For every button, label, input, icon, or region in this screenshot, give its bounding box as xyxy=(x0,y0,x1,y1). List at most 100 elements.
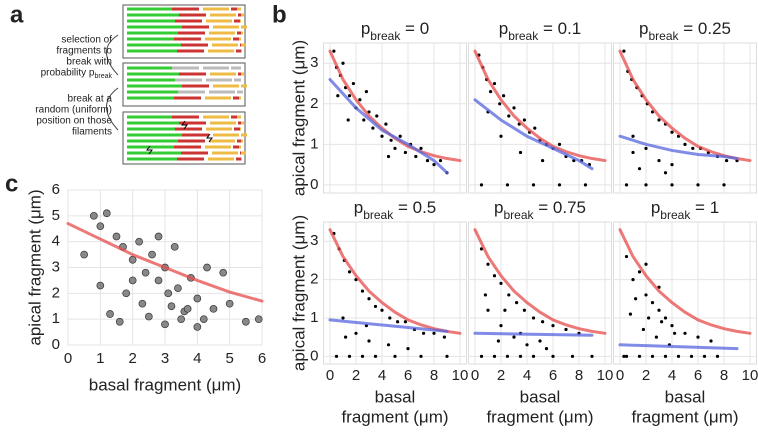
point xyxy=(637,270,642,274)
point xyxy=(725,158,729,163)
point xyxy=(403,150,407,155)
point xyxy=(386,343,391,347)
point xyxy=(479,354,484,358)
point xyxy=(663,354,668,358)
point xyxy=(154,232,163,241)
panel-label: a xyxy=(10,1,24,28)
point xyxy=(522,308,527,312)
point xyxy=(499,134,503,138)
break-mark xyxy=(206,133,213,143)
point xyxy=(225,299,234,308)
point xyxy=(492,81,497,86)
x-tick-label: 5 xyxy=(225,350,233,367)
y-tick-label: 3 xyxy=(52,258,60,275)
point xyxy=(351,81,355,86)
point xyxy=(419,354,423,358)
point xyxy=(254,315,263,324)
point xyxy=(347,94,352,98)
point xyxy=(112,232,121,241)
point xyxy=(650,300,655,305)
title-rest: = 0 xyxy=(400,19,429,38)
point xyxy=(209,304,218,313)
point xyxy=(144,312,153,321)
x-axis-label: fragment (μm) xyxy=(341,407,448,426)
break-mark xyxy=(146,145,153,155)
x-tick-label: 4 xyxy=(193,350,201,367)
note: break at a xyxy=(68,94,113,105)
y-axis-label: apical fragment (μm) xyxy=(289,215,308,371)
x-tick-label: 0 xyxy=(326,367,334,384)
point xyxy=(398,134,402,138)
point xyxy=(498,102,502,106)
point xyxy=(502,94,506,98)
break-mark xyxy=(181,120,188,130)
point xyxy=(122,289,131,298)
x-axis-label: fragment (μm) xyxy=(631,407,738,426)
point xyxy=(396,320,400,324)
point xyxy=(590,354,594,358)
x-axis-label: basal xyxy=(520,387,561,406)
point xyxy=(663,316,668,320)
x-tick-label: 6 xyxy=(694,367,702,384)
point xyxy=(177,315,186,324)
point xyxy=(518,150,523,155)
point xyxy=(358,98,362,102)
fit-red xyxy=(66,222,264,303)
title-sub: break xyxy=(503,208,534,222)
point xyxy=(479,183,484,187)
y-tick-label: 0 xyxy=(52,336,60,353)
note: position on those xyxy=(36,116,112,127)
note: fragments to xyxy=(56,46,112,57)
point xyxy=(722,183,726,187)
point xyxy=(193,323,202,331)
point xyxy=(422,331,426,335)
x-axis-label: basal xyxy=(665,387,706,406)
point xyxy=(670,324,674,328)
title-rest: = 0.1 xyxy=(538,19,581,38)
point xyxy=(154,276,163,285)
x-tick-label: 0 xyxy=(471,367,479,384)
x-tick-label: 4 xyxy=(668,367,676,384)
point xyxy=(341,316,345,320)
x-tick-label: 6 xyxy=(549,367,557,384)
y-tick-label: 3 xyxy=(310,54,318,71)
point xyxy=(432,163,436,167)
x-axis-label: basal fragment (μm) xyxy=(89,375,241,394)
point xyxy=(367,339,371,343)
point xyxy=(489,90,493,94)
point xyxy=(496,339,500,343)
point xyxy=(499,281,503,286)
point xyxy=(486,262,490,266)
y-tick-label: 1 xyxy=(310,135,318,152)
x-tick-label: 6 xyxy=(404,367,412,384)
x-tick-label: 4 xyxy=(523,367,531,384)
point xyxy=(641,327,646,332)
point xyxy=(403,320,407,324)
note: probability pbreak xyxy=(41,68,113,81)
point xyxy=(533,126,537,130)
point xyxy=(622,49,626,53)
fit-red xyxy=(473,228,607,335)
title-rest: = 0.75 xyxy=(534,198,586,217)
point xyxy=(647,316,651,320)
x-tick-label: 1 xyxy=(96,350,104,367)
x-tick-label: 6 xyxy=(258,350,266,367)
point xyxy=(499,324,503,328)
x-tick-label: 10 xyxy=(742,367,758,384)
point xyxy=(557,142,562,146)
point xyxy=(544,347,549,351)
x-tick-label: 10 xyxy=(452,367,469,384)
point xyxy=(219,268,228,277)
point xyxy=(347,270,352,274)
point xyxy=(622,354,626,358)
point xyxy=(380,308,384,312)
plot-area xyxy=(468,42,612,194)
point xyxy=(174,284,182,293)
x-tick-label: 2 xyxy=(642,367,650,384)
y-tick-label: 3 xyxy=(310,232,318,249)
panel-title: pbreak = 1 xyxy=(651,198,719,222)
point xyxy=(637,354,642,358)
point xyxy=(389,138,393,142)
arrow xyxy=(106,87,119,131)
point xyxy=(445,354,449,358)
